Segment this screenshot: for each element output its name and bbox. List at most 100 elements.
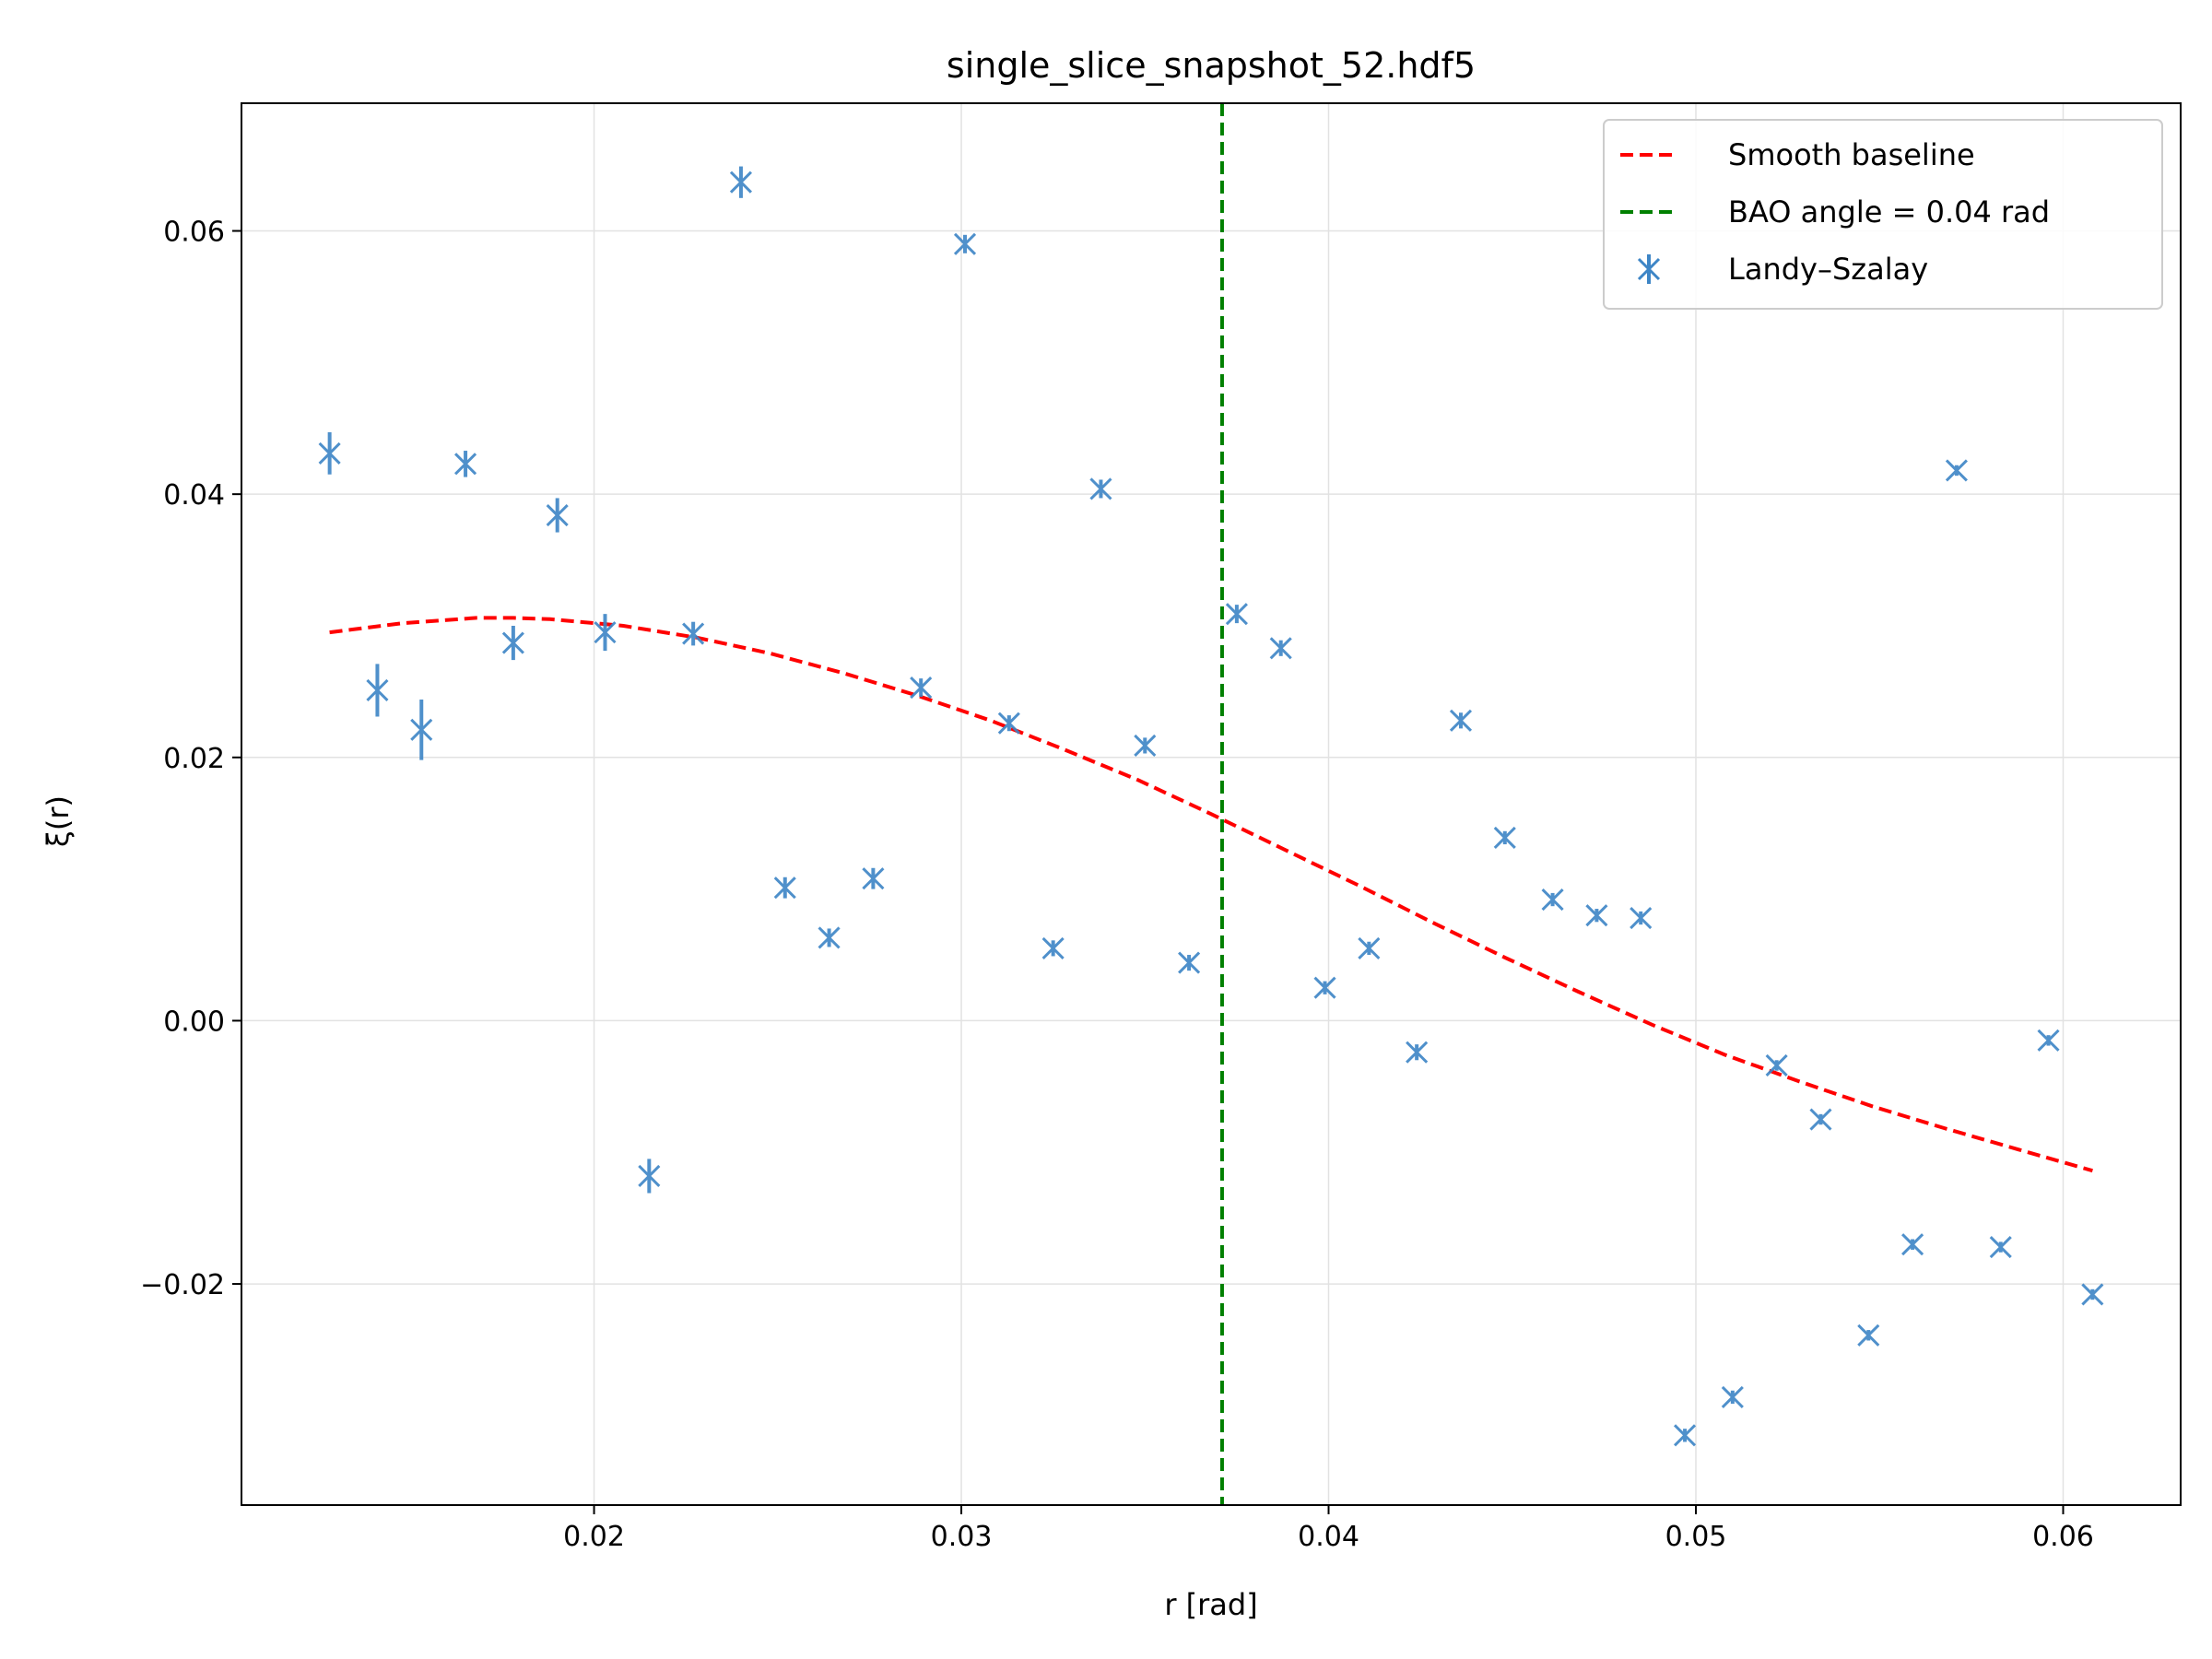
point-marker xyxy=(1945,459,1968,482)
data-point xyxy=(546,498,569,533)
axis-ticks: 0.02 0.03 0.04 0.05 0.06 −0.02 0.00 0.02 0.04 0.0… xyxy=(140,217,2094,1553)
x-tick-label: 0.03 xyxy=(931,1521,993,1553)
y-tick-label: 0.06 xyxy=(163,217,225,249)
data-point xyxy=(862,867,885,890)
data-point xyxy=(1630,906,1653,930)
data-point xyxy=(1585,904,1608,927)
point-marker xyxy=(1765,1053,1788,1077)
data-point xyxy=(1673,1424,1697,1447)
data-point xyxy=(2037,1029,2060,1052)
point-marker xyxy=(862,867,885,890)
chart-title: single_slice_snapshot_52.hdf5 xyxy=(947,45,1476,86)
legend-handle-marker xyxy=(1637,257,1661,281)
data-point xyxy=(1358,936,1381,959)
data-point xyxy=(1989,1236,2012,1259)
baseline-curve xyxy=(329,616,2093,1173)
point-marker xyxy=(410,718,433,741)
data-point xyxy=(1313,976,1336,999)
plot-area xyxy=(318,103,2104,1505)
point-marker xyxy=(997,712,1020,735)
y-tick-label: 0.02 xyxy=(163,743,225,775)
point-marker xyxy=(546,503,569,527)
data-point xyxy=(1225,603,1248,626)
y-tick-label: 0.04 xyxy=(163,479,225,512)
x-axis-label: r [rad] xyxy=(1164,1587,1257,1622)
point-marker xyxy=(594,621,617,644)
point-marker xyxy=(1809,1108,1832,1131)
point-marker xyxy=(682,622,705,645)
point-marker xyxy=(1989,1236,2012,1259)
point-marker xyxy=(1630,906,1653,930)
data-point xyxy=(1449,709,1473,732)
data-point xyxy=(1765,1053,1788,1077)
data-point xyxy=(454,451,477,477)
data-point xyxy=(1041,936,1065,959)
data-point xyxy=(1857,1324,1880,1347)
x-tick-label: 0.04 xyxy=(1298,1521,1359,1553)
data-point xyxy=(910,677,933,700)
point-marker xyxy=(1857,1324,1880,1347)
x-tick-label: 0.06 xyxy=(2032,1521,2094,1553)
point-marker xyxy=(1358,936,1381,959)
data-point xyxy=(1178,951,1201,974)
point-marker xyxy=(1541,888,1564,912)
point-marker xyxy=(818,926,841,949)
point-marker xyxy=(1585,904,1608,927)
data-point xyxy=(1269,637,1292,660)
y-tick-label: 0.00 xyxy=(163,1006,225,1038)
data-point xyxy=(594,614,617,652)
x-tick-label: 0.05 xyxy=(1665,1521,1727,1553)
legend-label: Smooth baseline xyxy=(1728,137,1975,172)
data-point xyxy=(682,621,705,646)
point-marker xyxy=(1406,1041,1429,1064)
point-marker xyxy=(501,631,524,654)
data-point xyxy=(366,664,389,717)
point-marker xyxy=(1041,936,1065,959)
data-point xyxy=(773,877,796,900)
point-marker xyxy=(1178,951,1201,974)
data-point xyxy=(1721,1385,1744,1408)
point-marker xyxy=(729,171,753,194)
data-point xyxy=(638,1159,661,1194)
data-point xyxy=(1945,459,1968,482)
data-point xyxy=(318,432,341,475)
point-marker xyxy=(1269,637,1292,660)
legend-label: BAO angle = 0.04 rad xyxy=(1728,194,2050,229)
data-point xyxy=(501,625,524,661)
point-marker xyxy=(953,232,977,255)
point-marker xyxy=(1089,477,1112,500)
point-marker xyxy=(318,441,341,465)
point-marker xyxy=(1721,1385,1744,1408)
point-marker xyxy=(910,677,933,700)
legend: Smooth baseline BAO angle = 0.04 rad Landy… xyxy=(1603,119,2163,310)
data-point xyxy=(410,699,433,760)
point-marker xyxy=(638,1164,661,1188)
point-marker xyxy=(1901,1233,1924,1256)
data-point xyxy=(953,232,977,255)
point-marker xyxy=(2081,1283,2104,1306)
point-marker xyxy=(773,877,796,900)
data-point xyxy=(729,166,753,198)
point-marker xyxy=(1493,826,1516,849)
data-point xyxy=(1406,1041,1429,1064)
legend-box xyxy=(1603,119,2163,310)
point-marker xyxy=(454,453,477,476)
data-point xyxy=(997,712,1020,735)
data-point xyxy=(1134,734,1157,758)
x-tick-label: 0.02 xyxy=(563,1521,625,1553)
point-marker xyxy=(1134,734,1157,758)
data-point xyxy=(1901,1233,1924,1256)
y-axis-label: ξ(r) xyxy=(41,795,76,847)
legend-label: Landy–Szalay xyxy=(1728,252,1928,287)
data-point xyxy=(1493,826,1516,849)
point-marker xyxy=(366,678,389,702)
point-marker xyxy=(1313,976,1336,999)
plot-frame xyxy=(241,102,2182,1506)
y-tick-label: −0.02 xyxy=(140,1269,225,1301)
point-marker xyxy=(1449,709,1473,732)
point-marker xyxy=(1225,603,1248,626)
data-point xyxy=(1809,1108,1832,1131)
point-marker xyxy=(2037,1029,2060,1052)
data-point xyxy=(1089,477,1112,500)
